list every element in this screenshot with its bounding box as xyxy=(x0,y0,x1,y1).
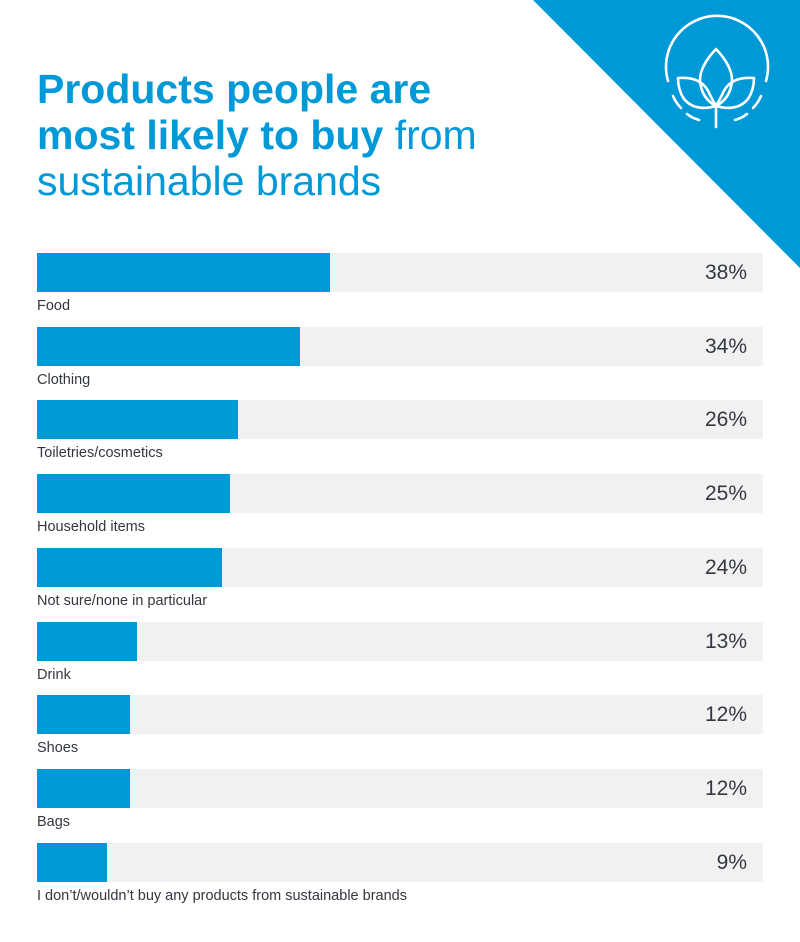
category-label: I don’t/wouldn’t buy any products from s… xyxy=(37,887,407,904)
bar-row: 24% Not sure/none in particular xyxy=(37,547,763,622)
bar xyxy=(37,253,331,292)
bar-track: 26% xyxy=(37,400,763,440)
category-label: Clothing xyxy=(37,371,91,388)
chart-title-light: from sustainable brands xyxy=(37,112,477,204)
bar xyxy=(37,400,238,440)
bar-track: 24% xyxy=(37,547,763,587)
bar-row: 26% Toiletries/cosmetics xyxy=(37,400,763,474)
bar-value-label: 25% xyxy=(704,482,747,506)
bar-value-label: 9% xyxy=(716,850,747,874)
bar-track: 12% xyxy=(37,695,763,735)
bar-value-label: 34% xyxy=(704,334,747,358)
bar-row: 12% Shoes xyxy=(37,695,763,769)
bar xyxy=(37,547,223,587)
bar-row: 38% Food xyxy=(37,253,763,327)
chart-title-bold: Products people are most likely to buy xyxy=(37,66,432,158)
bar xyxy=(37,695,130,735)
bar-track: 25% xyxy=(37,474,763,514)
category-label: Household items xyxy=(37,519,145,536)
category-label: Shoes xyxy=(37,740,79,757)
bar-row: 34% Clothing xyxy=(37,326,763,401)
bar-value-label: 24% xyxy=(704,555,747,579)
bar-row: 25% Household items xyxy=(37,474,763,548)
bar xyxy=(37,326,300,366)
category-label: Food xyxy=(37,298,71,314)
bar xyxy=(37,474,231,514)
bar-value-label: 26% xyxy=(704,408,747,432)
bar-track: 12% xyxy=(37,768,763,808)
bar-track: 34% xyxy=(37,326,763,366)
bar-value-label: 38% xyxy=(704,261,747,284)
bar xyxy=(37,842,107,882)
bar-row: 9% I don’t/wouldn’t buy any products from… xyxy=(37,842,763,917)
category-label: Bags xyxy=(37,813,71,830)
bar-value-label: 13% xyxy=(704,629,747,653)
bar-value-label: 12% xyxy=(704,703,747,727)
bar-row: 13% Drink xyxy=(37,621,763,696)
bar-row: 12% Bags xyxy=(37,768,763,843)
category-label: Drink xyxy=(37,666,71,683)
bar-track: 38% xyxy=(37,253,763,292)
bar xyxy=(37,621,138,661)
chart-title: Products people are most likely to buy f… xyxy=(37,66,517,204)
category-label: Toiletries/cosmetics xyxy=(37,445,163,462)
bar-track: 13% xyxy=(37,621,763,661)
bar-value-label: 12% xyxy=(704,776,747,800)
bar xyxy=(37,768,130,808)
category-label: Not sure/none in particular xyxy=(37,592,208,609)
bar-track: 9% xyxy=(37,842,763,882)
